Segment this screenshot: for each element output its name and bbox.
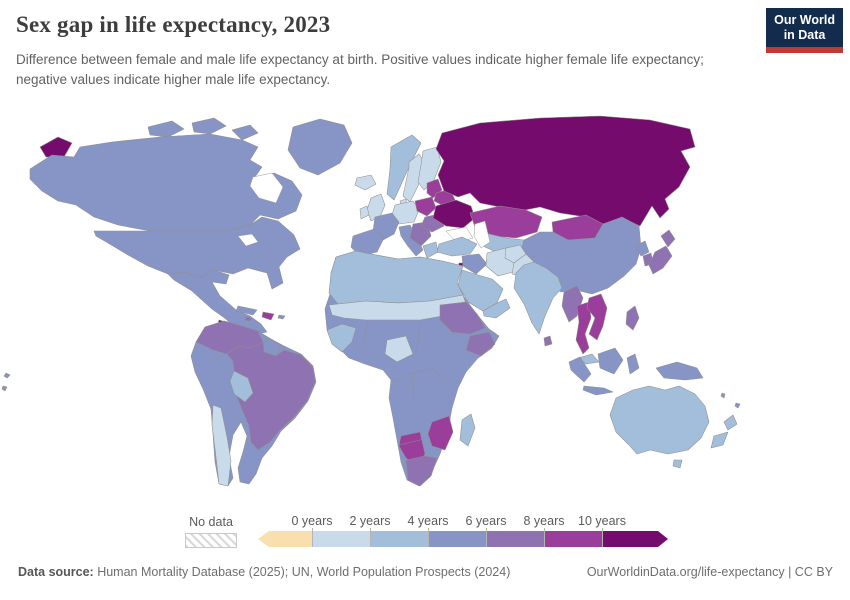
country-arctic-island-2[interactable]	[191, 117, 227, 135]
country-chukotka-russia[interactable]	[39, 136, 73, 158]
country-greenland[interactable]	[287, 118, 353, 176]
country-yemen-oman[interactable]	[482, 298, 511, 319]
country-spain-portugal[interactable]	[350, 228, 385, 257]
region-west-africa[interactable]	[326, 323, 357, 353]
country-puerto-rico[interactable]	[277, 314, 286, 320]
country-madagascar[interactable]	[459, 413, 476, 447]
country-vanuatu-speck[interactable]	[720, 392, 726, 399]
choropleth-svg	[1, 115, 741, 487]
legend-tick-2	[370, 528, 371, 547]
great-lakes	[237, 233, 259, 247]
country-chile[interactable]	[211, 404, 232, 487]
country-ireland[interactable]	[359, 205, 370, 220]
country-new-zealand-south[interactable]	[710, 431, 729, 449]
caspian-sea	[473, 220, 491, 249]
country-new-zealand-north[interactable]	[723, 414, 738, 431]
country-sri-lanka[interactable]	[543, 335, 553, 347]
owid-logo-line1: Our World	[774, 13, 835, 27]
legend-tick-8	[544, 528, 545, 547]
country-italy[interactable]	[398, 224, 424, 257]
page-title: Sex gap in life expectancy, 2023	[16, 12, 331, 37]
legend-color-bar	[258, 528, 668, 547]
country-arctic-island-3[interactable]	[231, 124, 259, 141]
country-mexico-central-america[interactable]	[167, 269, 268, 335]
legend-tick-10	[602, 528, 603, 547]
country-iceland[interactable]	[354, 174, 377, 191]
country-java[interactable]	[582, 385, 614, 396]
country-sudan[interactable]	[439, 301, 486, 335]
country-new-guinea[interactable]	[655, 361, 704, 381]
legend-tick-4	[428, 528, 429, 547]
hudson-bay	[249, 172, 284, 204]
country-sulawesi[interactable]	[626, 353, 640, 375]
country-ukraine[interactable]	[432, 199, 476, 229]
country-greece[interactable]	[422, 241, 439, 259]
country-arctic-island-1[interactable]	[147, 120, 185, 138]
africa-internal-borders	[363, 320, 448, 446]
country-north-korea[interactable]	[635, 240, 650, 257]
country-jamaica[interactable]	[244, 316, 253, 322]
no-data-swatch[interactable]	[185, 533, 237, 548]
country-sweden[interactable]	[402, 153, 426, 203]
country-india[interactable]	[513, 261, 563, 335]
country-cuba[interactable]	[235, 305, 258, 316]
owid-logo-line2: in Data	[783, 27, 826, 42]
region-sahel[interactable]	[328, 294, 467, 321]
country-philippines[interactable]	[625, 305, 640, 331]
legend-label-0-years: 0 years	[291, 514, 333, 528]
owid-logo[interactable]: Our World in Data	[766, 8, 843, 53]
license-link[interactable]: OurWorldinData.org/life-expectancy | CC …	[586, 565, 833, 579]
country-pacific-speck-left[interactable]	[1, 385, 8, 392]
country-fiji-speck[interactable]	[734, 402, 741, 409]
country-turkey[interactable]	[436, 236, 478, 257]
country-bolivia[interactable]	[229, 370, 254, 403]
country-sumatra[interactable]	[568, 356, 592, 383]
page-subtitle: Difference between female and male life …	[16, 52, 704, 88]
country-zimbabwe-mozambique[interactable]	[427, 415, 454, 451]
legend-segment-2-4[interactable]	[370, 531, 428, 547]
country-norway[interactable]	[386, 134, 422, 201]
legend-label-2-years: 2 years	[349, 514, 391, 528]
legend-tick-0	[312, 528, 313, 547]
country-canada[interactable]	[29, 133, 303, 232]
legend-segment-8-10[interactable]	[544, 531, 602, 547]
country-poland[interactable]	[414, 196, 437, 217]
world-map	[0, 105, 850, 505]
no-data-label: No data	[189, 515, 233, 529]
data-source-text: Human Mortality Database (2025); UN, Wor…	[93, 565, 511, 579]
chart-footer: Data source: Human Mortality Database (2…	[18, 565, 833, 579]
legend-label-8-years: 8 years	[523, 514, 565, 528]
country-japan-honshu[interactable]	[648, 245, 673, 275]
country-australia[interactable]	[609, 385, 710, 455]
legend-segment-below-0[interactable]	[258, 531, 312, 547]
country-hispaniola[interactable]	[261, 311, 275, 321]
legend-label-4-years: 4 years	[407, 514, 449, 528]
country-nigeria[interactable]	[384, 335, 414, 363]
country-russia[interactable]	[435, 115, 696, 227]
map-legend: No data 0 years 2 years 4 years 6 years …	[0, 510, 850, 555]
legend-segment-6-8[interactable]	[486, 531, 544, 547]
country-japan-hokkaido[interactable]	[660, 229, 676, 248]
legend-label-6-years: 6 years	[465, 514, 507, 528]
legend-label-10-years: 10 years	[578, 514, 626, 528]
country-south-africa[interactable]	[405, 455, 438, 487]
legend-segment-above-10[interactable]	[602, 531, 668, 547]
country-borneo[interactable]	[597, 347, 624, 375]
legend-segment-4-6[interactable]	[428, 531, 486, 547]
data-source-label: Data source:	[18, 565, 94, 579]
country-tasmania[interactable]	[672, 459, 683, 469]
legend-segment-0-2[interactable]	[312, 531, 370, 547]
country-hawaii-speck[interactable]	[3, 372, 11, 379]
country-ethiopia[interactable]	[465, 331, 496, 357]
data-source: Data source: Human Mortality Database (2…	[18, 565, 510, 579]
legend-tick-6	[486, 528, 487, 547]
region-north-africa[interactable]	[328, 250, 464, 305]
country-vietnam-laos-cambodia[interactable]	[586, 293, 608, 341]
